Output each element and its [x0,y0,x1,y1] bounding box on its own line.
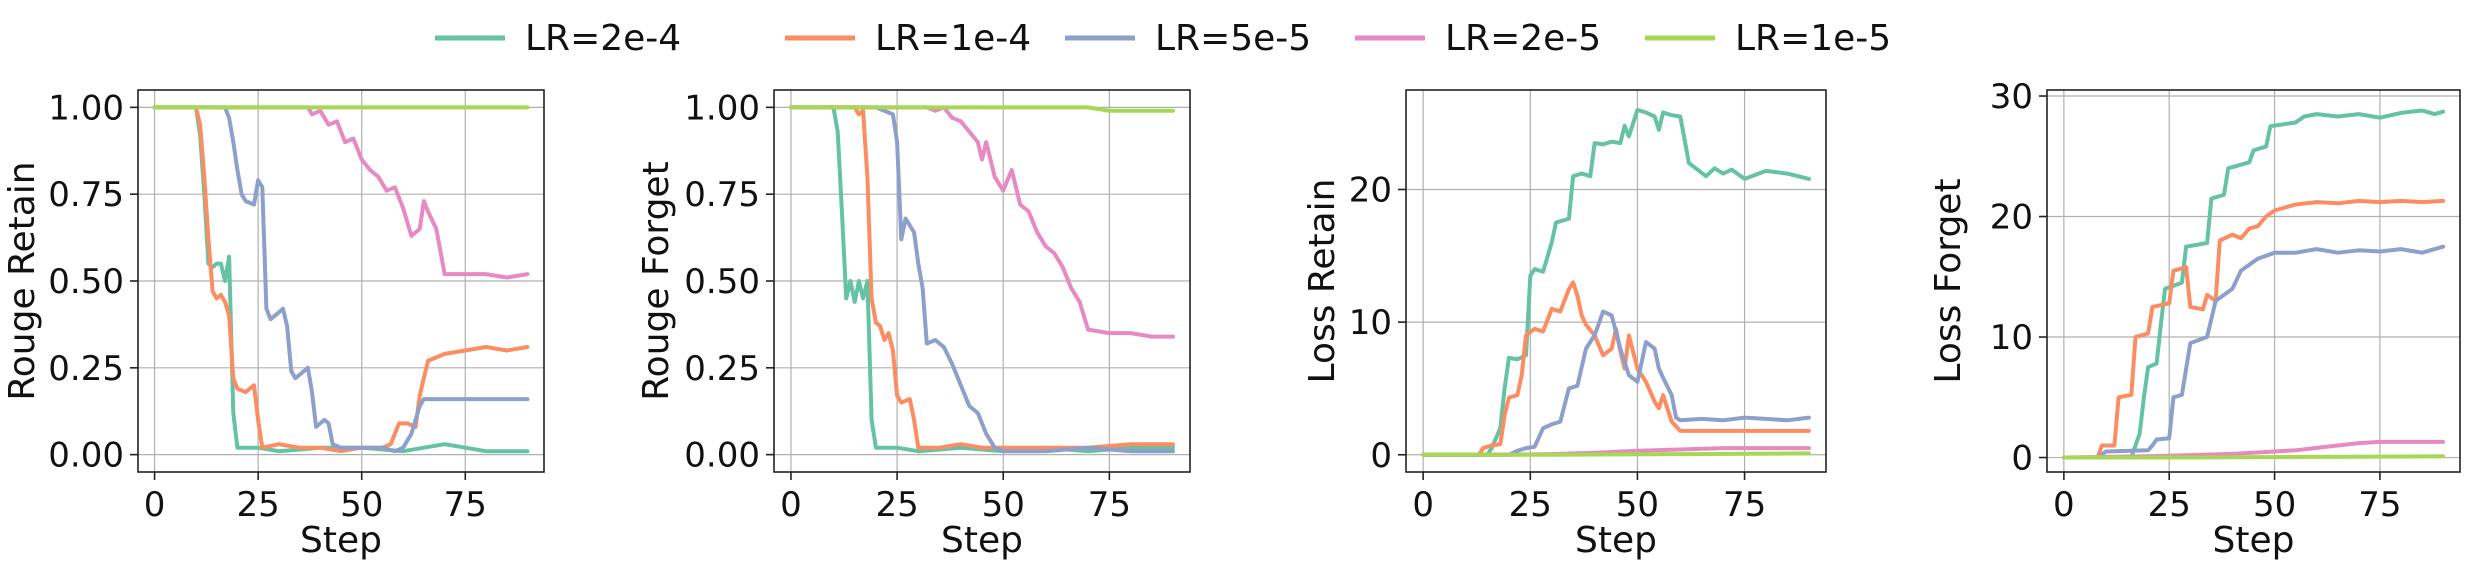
x-tick-label: 0 [2053,485,2075,525]
x-tick-label: 25 [875,485,918,525]
y-tick-label: 0 [2011,439,2033,479]
x-tick-label: 50 [340,485,383,525]
x-tick-label: 75 [1723,485,1766,525]
x-tick-label: 25 [1509,485,1552,525]
y-axis-label: Rouge Forget [636,161,677,400]
y-tick-label: 1.00 [48,88,124,128]
series-line-lr-1e-4 [1421,280,1811,457]
y-axis-label: Rouge Retain [2,161,43,400]
x-tick-label: 0 [144,485,166,525]
x-tick-label: 0 [1412,485,1434,525]
x-tick-label: 50 [1616,485,1659,525]
legend-entry: LR=1e-4 [785,18,1031,59]
legend-label: LR=1e-4 [875,18,1031,59]
series-line-lr-5e-5 [152,105,530,454]
x-axis-label: Step [1575,520,1657,561]
series-line-lr-1e-5 [2061,454,2446,460]
y-tick-label: 10 [1349,303,1392,343]
x-tick-label: 50 [982,485,1025,525]
plot-frame [1405,89,1827,473]
x-tick-label: 75 [444,485,487,525]
x-tick-label: 25 [237,485,280,525]
series-line-lr-1e-5 [789,105,1175,113]
legend-entry: LR=2e-4 [435,18,681,59]
y-tick-label: 0.50 [48,262,124,302]
legend-entry: LR=5e-5 [1065,18,1311,59]
series-line-lr-2e-5 [152,105,530,280]
x-tick-label: 75 [2358,485,2401,525]
series-line-lr-1e-5 [1421,451,1811,457]
chart-panel-1: 0 25 50 75 0.00 0.25 0.50 0.75 1.00 Step Rouge Ret… [2,88,545,561]
series-line-lr-5e-5 [789,105,1175,454]
y-tick-label: 0.50 [684,262,760,302]
series-line-lr-1e-4 [789,105,1175,450]
y-tick-label: 0 [1370,436,1392,476]
legend-label: LR=2e-5 [1445,18,1601,59]
legend-label: LR=1e-5 [1735,18,1891,59]
y-tick-label: 10 [1990,318,2033,358]
x-axis-label: Step [300,520,382,561]
chart-panels: 0 25 50 75 0.00 0.25 0.50 0.75 1.00 Step Rouge Ret… [2,77,2461,561]
series-line-lr-2e-5 [789,105,1175,339]
y-tick-label: 30 [1990,77,2033,117]
y-tick-label: 0.75 [48,175,124,215]
x-axis-label: Step [2213,520,2295,561]
y-axis-label: Loss Retain [1302,179,1343,384]
chart-panel-3: 0 25 50 75 0 10 20 Step Loss Retain [1302,89,1827,561]
y-tick-label: 20 [1990,198,2033,238]
series-line-lr-5e-5 [2061,244,2446,460]
x-tick-label: 75 [1088,485,1131,525]
legend-label: LR=5e-5 [1155,18,1311,59]
y-tick-label: 0.00 [684,436,760,476]
x-tick-label: 50 [2253,485,2296,525]
x-tick-label: 25 [2148,485,2191,525]
plot-frame [2046,89,2461,473]
chart-panel-2: 0 25 50 75 0.00 0.25 0.50 0.75 1.00 Step Rouge For… [636,88,1191,561]
legend-entry: LR=2e-5 [1355,18,1601,59]
chart-panel-4: 0 25 50 75 0 10 20 30 Step Loss Forget [1928,77,2461,561]
x-tick-label: 0 [780,485,802,525]
legend-entry: LR=1e-5 [1645,18,1891,59]
y-tick-label: 20 [1349,170,1392,210]
y-tick-label: 0.75 [684,175,760,215]
x-axis-label: Step [941,520,1023,561]
y-tick-label: 0.25 [48,349,124,389]
legend-label: LR=2e-4 [525,18,681,59]
y-tick-label: 0.00 [48,436,124,476]
y-tick-label: 1.00 [684,88,760,128]
series-line-lr-5e-5 [1421,309,1811,457]
series-line-lr-1e-4 [2061,198,2446,460]
series-line-lr-2e-4 [2061,108,2446,460]
series-line-lr-2e-4 [1421,107,1811,457]
y-axis-label: Loss Forget [1928,178,1969,383]
series-line-lr-1e-4 [152,105,530,454]
y-tick-label: 0.25 [684,349,760,389]
legend: LR=2e-4 LR=1e-4 LR=5e-5 LR=2e-5 LR=1e-5 [435,18,1891,59]
series-line-lr-2e-5 [2061,439,2446,460]
